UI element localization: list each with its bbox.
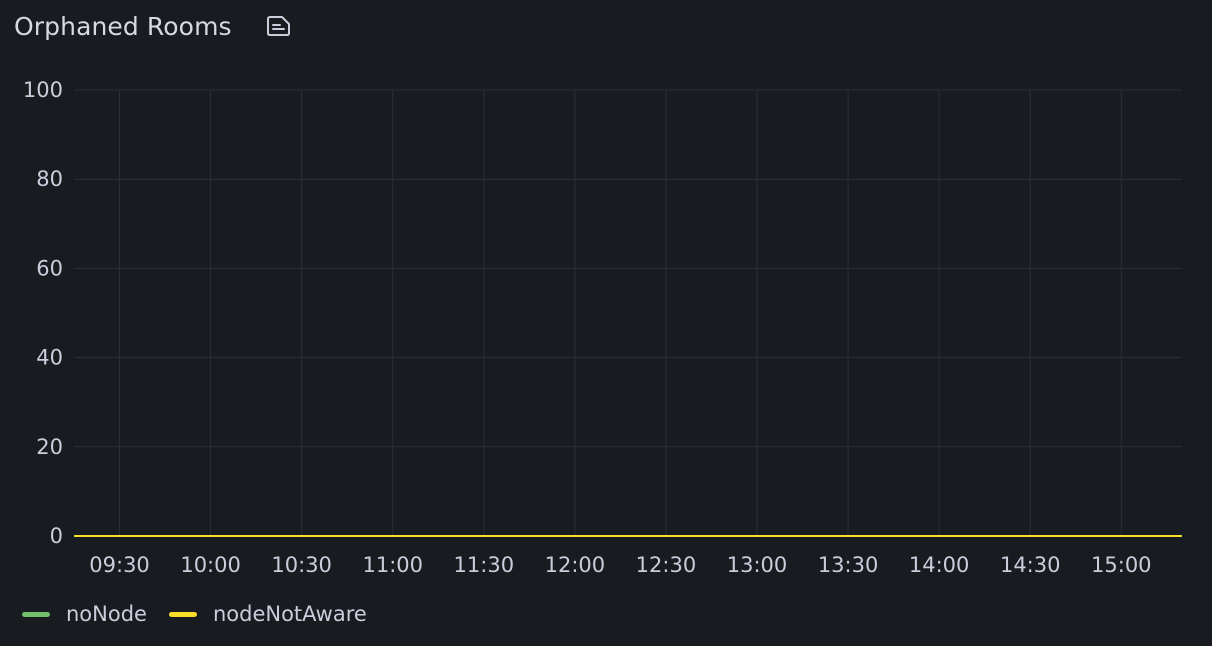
legend-label-nodenotaware: nodeNotAware <box>212 602 367 626</box>
x-tick-label: 11:00 <box>362 553 423 577</box>
description-icon-glyph <box>266 16 290 36</box>
panel-title[interactable]: Orphaned Rooms <box>14 11 232 41</box>
legend-item-nonode[interactable]: noNode <box>22 602 147 626</box>
legend-swatch-nodenotaware <box>168 611 197 617</box>
x-tick-label: 12:30 <box>636 553 697 577</box>
description-icon[interactable] <box>264 11 294 41</box>
x-tick-label: 09:30 <box>89 553 150 577</box>
y-tick-label: 100 <box>23 78 63 102</box>
x-tick-label: 15:00 <box>1091 553 1152 577</box>
x-tick-label: 10:30 <box>271 553 332 577</box>
x-tick-label: 14:00 <box>909 553 970 577</box>
y-tick-label: 40 <box>36 346 63 370</box>
legend-label-nonode: noNode <box>66 602 147 626</box>
x-tick-label: 13:30 <box>818 553 879 577</box>
y-tick-label: 0 <box>50 524 63 548</box>
y-tick-label: 60 <box>36 256 63 280</box>
legend-item-nodenotaware[interactable]: nodeNotAware <box>168 602 367 626</box>
x-tick-label: 14:30 <box>1000 553 1061 577</box>
x-tick-label: 11:30 <box>454 553 515 577</box>
x-tick-label: 12:00 <box>545 553 606 577</box>
x-tick-label: 10:00 <box>180 553 241 577</box>
legend: noNode nodeNotAware <box>22 598 389 630</box>
y-tick-label: 80 <box>36 167 63 191</box>
panel-header: Orphaned Rooms <box>14 8 294 44</box>
legend-swatch-nonode <box>22 611 50 617</box>
y-tick-label: 20 <box>36 435 63 459</box>
x-tick-label: 13:00 <box>727 553 788 577</box>
